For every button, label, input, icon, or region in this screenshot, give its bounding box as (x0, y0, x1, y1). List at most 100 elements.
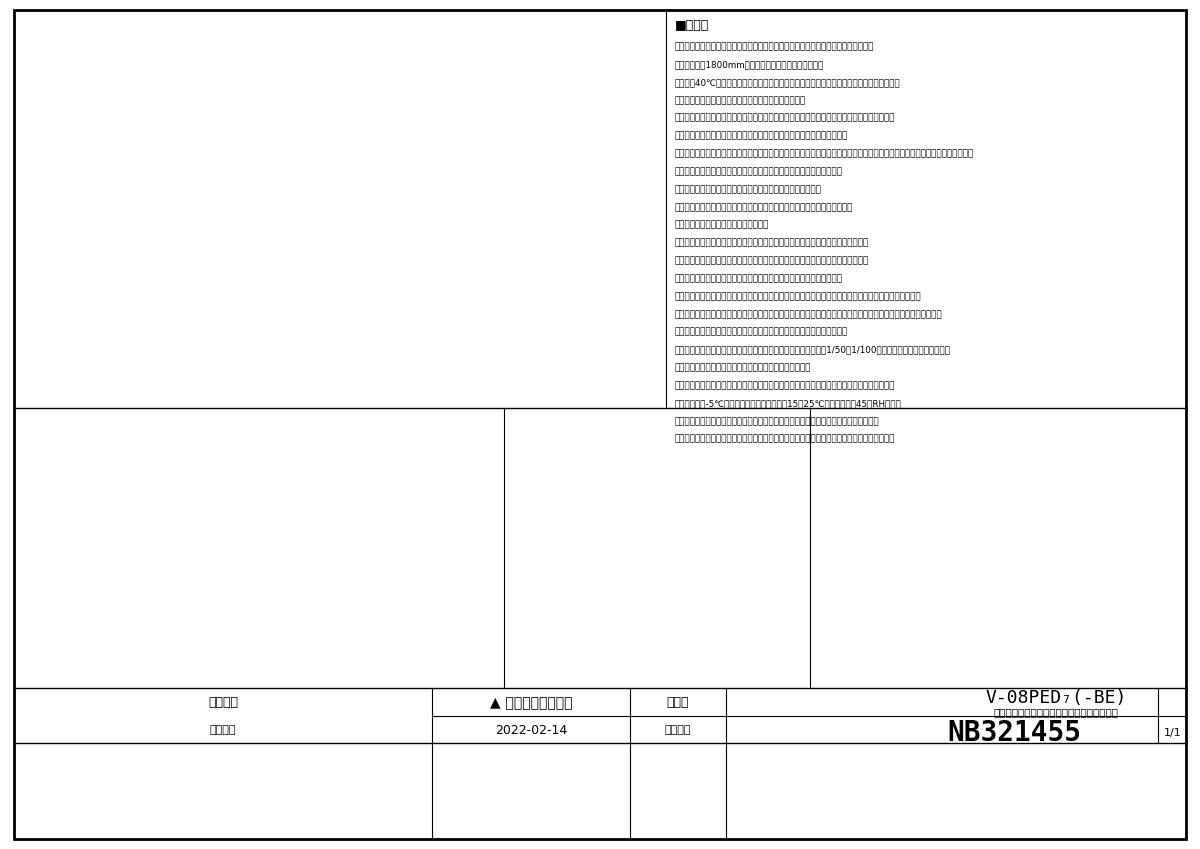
Text: 定格電圧
(V): 定格電圧 (V) (42, 679, 60, 699)
Text: 品番: 品番 (36, 419, 47, 429)
Text: 結露する所では使用しないでください。漏電・故障の原因になります。: 結露する所では使用しないでください。漏電・故障の原因になります。 (674, 132, 847, 141)
Text: パイプ用ファン　高密閉電気式シャッター付: パイプ用ファン 高密閉電気式シャッター付 (994, 707, 1118, 717)
Text: 05: 05 (35, 535, 48, 545)
Text: 02: 02 (35, 465, 48, 475)
Text: ・周囲温度によりシャッター開閉面の大きさが変わることがありますが异常ではありません。: ・周囲温度によりシャッター開閉面の大きさが変わることがありますが异常ではありませ… (674, 435, 895, 444)
Text: 05: 05 (260, 37, 272, 48)
Circle shape (452, 26, 485, 59)
Text: 3.1: 3.1 (214, 711, 232, 721)
Text: 質　量
(kg): 質 量 (kg) (395, 679, 410, 699)
Text: ・本体は十分強度のあるところに取り付けてください。: ・本体は十分強度のあるところに取り付けてください。 (674, 96, 805, 105)
Text: 鵢付用長穴: 鵢付用長穴 (215, 33, 244, 43)
Text: バネ用ステンレス鉄板: バネ用ステンレス鉄板 (205, 489, 264, 498)
Text: 04: 04 (35, 512, 48, 522)
Y-axis label: 静圧（Pa）: 静圧（Pa） (451, 532, 487, 543)
Circle shape (430, 126, 463, 159)
Text: 08: 08 (35, 605, 48, 615)
Text: ・この製品は高所属用です。またメンテナンスができる位置に取り付けてください。: ・この製品は高所属用です。またメンテナンスができる位置に取り付けてください。 (674, 42, 874, 52)
Text: 23.5: 23.5 (330, 711, 355, 721)
Text: 04: 04 (379, 346, 391, 357)
Text: 01: 01 (113, 37, 125, 48)
Circle shape (430, 261, 463, 295)
Text: （室外温度-5℃を下回り、かつ室内温度が15～25℃・室内湿度぀45％RH以上）: （室外温度-5℃を下回り、かつ室内温度が15～25℃・室内湿度぀45％RH以上） (674, 399, 901, 408)
Text: 形　名: 形 名 (667, 696, 689, 710)
Text: V-08PED₇(-BE): V-08PED₇(-BE) (985, 689, 1127, 707)
Text: 02: 02 (462, 37, 474, 48)
Text: シャッター開閉部: シャッター開閉部 (89, 605, 136, 615)
Text: 03: 03 (35, 489, 48, 498)
Text: (95)(シャッター開時): (95)(シャッター開時) (437, 81, 500, 89)
Circle shape (484, 26, 516, 59)
Text: シャッター: シャッター (97, 582, 127, 592)
Bar (859, 503, 917, 565)
Text: 07: 07 (35, 582, 48, 592)
Text: （床面より1800mm以上のメンテナンス可能な位置）: （床面より1800mm以上のメンテナンス可能な位置） (674, 60, 823, 70)
Text: 定格消費電力
(W): 定格消費電力 (W) (209, 679, 236, 699)
Text: 作成日付: 作成日付 (210, 725, 236, 735)
Text: ■部　品　表: ■部 品 表 (24, 410, 73, 424)
Text: 合成樹脂: 合成樹脂 (223, 582, 246, 592)
Text: ■ご注意: ■ご注意 (674, 19, 709, 31)
Circle shape (247, 335, 281, 368)
Text: 2ヶ所×4×10: 2ヶ所×4×10 (203, 26, 256, 37)
Text: ※天井、壁面取り付可能: ※天井、壁面取り付可能 (814, 649, 871, 658)
Text: 騒　音
(dB): 騒 音 (dB) (335, 679, 350, 699)
Text: 180: 180 (254, 385, 274, 395)
Text: ※同品山・・・木ネジ　3.5×32（2本、本体裏側に固定）: ※同品山・・・木ネジ 3.5×32（2本、本体裏側に固定） (814, 619, 961, 628)
Text: ・壁に埋め込み接続パイプは雨水の流入を防ぐために、室外側に1/50～1/100の下り勾配をつけてください。: ・壁に埋め込み接続パイプは雨水の流入を防ぐために、室外側に1/50～1/100の… (674, 346, 950, 355)
Text: 定格電流
(A): 定格電流 (A) (155, 679, 173, 699)
Circle shape (550, 304, 582, 337)
Text: ・屋外部材と合わせる場合、屋根の厚さの合う取り付けられない場合があります。: ・屋外部材と合わせる場合、屋根の厚さの合う取り付けられない場合があります。 (674, 256, 869, 266)
Text: ・台所のような油の多い場所や有機湿剤劇のかかる場所には取り付けないでください。早期故障および火災の原因となります。: ・台所のような油の多い場所や有機湿剤劇のかかる場所には取り付けないでください。早… (674, 149, 973, 159)
Text: 色調（マンセル・近）: 色調（マンセル・近） (374, 419, 433, 429)
Circle shape (520, 26, 553, 59)
Text: スプリング: スプリング (97, 489, 127, 498)
Bar (836, 565, 1043, 610)
Text: 09: 09 (559, 316, 572, 325)
Text: 電動機式　電動機式　コンデンサ永久分相単相誠導電動機　シャッター方式　電気式　絶縁抗抴　18.5　m: 電動機式 電動機式 コンデンサ永久分相単相誠導電動機 シャッター方式 電気式 絶… (19, 740, 252, 749)
Text: ・取り付および電気工事は安全上必ず所定の第付説明書に従ってください。: ・取り付および電気工事は安全上必ず所定の第付説明書に従ってください。 (674, 203, 853, 212)
Text: ・直管屋外に露出する場合、雨水流入防止のためシステム部材（屋外フードなど）を使用してください。: ・直管屋外に露出する場合、雨水流入防止のためシステム部材（屋外フードなど）を使用… (674, 292, 922, 301)
Text: 第三角法: 第三角法 (209, 696, 238, 710)
Text: ・下記環境下で使用しますと結露水が降下することがあります。乾いた布で拭いてください。: ・下記環境下で使用しますと結露水が降下することがあります。乾いた布で拭いてくださ… (674, 381, 895, 391)
Text: ・湿気の多い所（浴室およびシャワー付洗面台・衣類主燥機などの蒸気が直接当たる場所）、: ・湿気の多い所（浴室およびシャワー付洗面台・衣類主燥機などの蒸気が直接当たる場所… (674, 114, 895, 123)
Text: ※居室・トイレ・洗面所用: ※居室・トイレ・洗面所用 (814, 634, 876, 643)
Text: AC100V: AC100V (752, 391, 790, 401)
X-axis label: 風　量（m³/h）: 風 量（m³/h） (632, 692, 685, 702)
Text: 75: 75 (277, 711, 290, 721)
Text: パイプ12m: パイプ12m (746, 539, 782, 548)
Text: 01: 01 (35, 442, 48, 453)
Text: φ46: φ46 (557, 178, 574, 187)
Text: 合成樹脂: 合成樹脂 (223, 512, 246, 522)
Text: 電動機: 電動機 (103, 559, 121, 569)
Bar (460, 109, 551, 320)
Text: 速結端子: 速結端子 (101, 535, 124, 545)
Text: 50: 50 (475, 345, 487, 353)
Text: 6: 6 (89, 75, 97, 81)
Text: 160: 160 (256, 343, 272, 351)
Text: 0.82: 0.82 (390, 711, 415, 721)
Text: 1/1: 1/1 (1164, 728, 1181, 738)
Text: 速結端子: 速結端子 (918, 435, 938, 443)
Text: 抗抗抗はVU管φ100の場合: 抗抗抗はVU管φ100の場合 (528, 380, 600, 388)
Bar (106, 63, 422, 363)
Text: 障害物: 障害物 (840, 565, 856, 574)
Text: 09: 09 (35, 628, 48, 638)
Text: 50: 50 (103, 711, 116, 721)
Text: パイプ抵抗曲線: パイプ抵抗曲線 (530, 648, 565, 657)
Text: ・運転中にシャッターに外力を加えないでください。シャッター機構部が破損します。: ・運転中にシャッターに外力を加えないでください。シャッター機構部が破損します。 (674, 417, 880, 426)
Text: 0.031: 0.031 (148, 711, 180, 721)
Text: ----50Hz: ----50Hz (751, 406, 790, 416)
Text: 調範管（内径100mm）: 調範管（内径100mm） (814, 678, 906, 688)
Title: P－Q特性: P－Q特性 (638, 400, 679, 413)
Text: ※特性は　JIS C 9603 に基づく。: ※特性は JIS C 9603 に基づく。 (19, 779, 116, 789)
Text: 合成樹脂: 合成樹脂 (223, 442, 246, 453)
Text: φ95: φ95 (557, 123, 574, 132)
Text: ■本体取付位置: ■本体取付位置 (814, 417, 864, 427)
Text: ※接続パイプ：剁化ビニル管（VU、VP（呈径100mm））: ※接続パイプ：剁化ビニル管（VU、VP（呈径100mm）） (814, 664, 971, 672)
Text: 定格周波数
(Hz): 定格周波数 (Hz) (98, 679, 121, 699)
Text: BE:2.69Y6.77/1.51: BE:2.69Y6.77/1.51 (362, 588, 445, 596)
Text: 腐食（閉下）、漏電（感電）、早期故障の原因になります。: 腐食（閉下）、漏電（感電）、早期故障の原因になります。 (674, 185, 822, 194)
Text: 試験電圧　AC 1000V　1分間　　　　　絶縁耐抗　10MΩ以上（500Vメガー）: 試験電圧 AC 1000V 1分間 絶縁耐抗 10MΩ以上（500Vメガー） (19, 760, 220, 768)
Text: 04: 04 (440, 273, 452, 284)
